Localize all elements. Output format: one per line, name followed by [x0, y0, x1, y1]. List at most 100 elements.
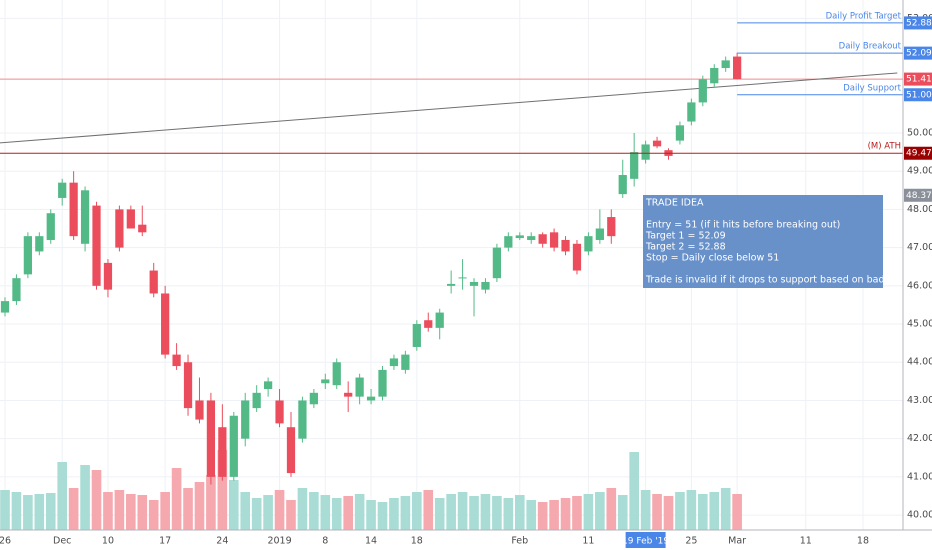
candle-body: [492, 247, 502, 279]
x-tick-label: 11: [800, 536, 812, 547]
volume-bar: [480, 494, 491, 530]
volume-bar: [366, 500, 376, 530]
candle-body: [275, 400, 284, 424]
volume-bar: [57, 462, 68, 530]
volume-bar: [434, 498, 445, 530]
volume-bar: [686, 490, 697, 530]
crosshair-label-bg: [625, 532, 666, 548]
y-tick-label: 45.00: [907, 319, 932, 330]
volume-bar: [423, 490, 434, 530]
candle-body: [252, 392, 261, 409]
candle-body: [309, 392, 318, 405]
volume-bar: [137, 495, 148, 530]
candle-body: [80, 190, 90, 244]
candle-body: [687, 102, 696, 122]
volume-bar: [274, 490, 285, 530]
volume-bar: [583, 494, 594, 530]
volume-bar: [80, 465, 90, 530]
candle-body: [69, 182, 78, 237]
volume-bar: [389, 498, 399, 530]
volume-bar: [629, 452, 639, 530]
volume-bar: [309, 492, 319, 530]
candle-body: [58, 182, 67, 198]
candle-body: [549, 232, 559, 248]
candle-body: [241, 400, 250, 439]
volume-bar: [640, 490, 651, 530]
candle-body: [424, 320, 433, 328]
candle-body: [298, 400, 307, 439]
volume-bar: [171, 468, 182, 530]
x-tick-label: 14: [365, 536, 377, 547]
candle-body: [218, 427, 227, 477]
candle-body: [46, 213, 55, 240]
note-line: Trade is invalid if it drops to support …: [645, 275, 915, 286]
volume-bar: [412, 492, 422, 530]
volume-bar: [148, 500, 159, 530]
candle-body: [0, 301, 10, 313]
candle-body: [641, 144, 650, 160]
x-tick-label: Dec: [53, 536, 71, 547]
y-tick-label: 46.00: [907, 280, 932, 291]
note-line: Entry = 51 (if it hits before breaking o…: [646, 220, 840, 231]
volume-bar: [457, 492, 468, 530]
volume-bar: [652, 494, 662, 530]
volume-bar: [663, 496, 674, 530]
candle-body: [206, 400, 216, 477]
candle-body: [332, 362, 341, 386]
candle-body: [733, 56, 742, 80]
note-line: Target 1 = 52.09: [645, 231, 726, 242]
candle-body: [504, 236, 513, 248]
volume-bar: [91, 470, 102, 530]
x-tick-label: 26: [0, 536, 11, 547]
x-tick-label: 17: [159, 536, 171, 547]
x-tick-label: Feb: [511, 536, 528, 547]
candle-body: [595, 228, 604, 240]
volume-bar: [560, 498, 571, 530]
candle-body: [515, 235, 524, 239]
y-tick-label: 43.00: [907, 395, 932, 406]
candle-body: [286, 427, 296, 474]
y-tick-label: 40.00: [907, 510, 932, 521]
level-label: Daily Support: [843, 83, 901, 93]
price-label: 48.37: [906, 191, 932, 201]
candle-body: [527, 236, 536, 240]
candle-body: [675, 125, 685, 141]
price-label-bg: [904, 88, 932, 102]
candle-body: [172, 354, 181, 367]
volume-bar: [503, 498, 514, 530]
candle-body: [561, 239, 570, 252]
candle-body: [721, 60, 730, 69]
volume-bar: [526, 500, 537, 530]
volume-bar: [23, 495, 33, 530]
candle-body: [401, 354, 410, 370]
price-label: 52.88: [906, 18, 932, 28]
price-label: 51.00: [906, 90, 932, 100]
volume-bar: [217, 450, 228, 530]
volume-bar: [251, 498, 262, 530]
candle-body: [195, 400, 204, 420]
candle-body: [584, 236, 593, 252]
x-tick-label: 18: [857, 536, 869, 547]
x-tick-label: Mar: [728, 536, 746, 547]
x-tick-label: 18: [411, 536, 423, 547]
volume-bar: [377, 502, 388, 530]
time-axis: [0, 530, 932, 550]
price-label-bg: [904, 146, 932, 160]
volume-bar: [286, 500, 296, 530]
volume-bar: [183, 488, 193, 530]
volume-bar: [297, 488, 308, 530]
x-tick-label: 24: [216, 536, 228, 547]
candle-body: [698, 79, 707, 103]
candle-body: [35, 236, 44, 252]
volume-bar: [720, 488, 731, 530]
candle-body: [572, 243, 582, 271]
x-tick-label: 2019: [267, 536, 291, 547]
candle-body: [126, 209, 135, 229]
candle-body: [469, 282, 479, 286]
volume-bar: [698, 494, 708, 530]
volume-bar: [45, 493, 56, 530]
volume-bar: [160, 492, 170, 530]
candle-body: [481, 282, 490, 290]
volume-bar: [354, 494, 365, 530]
price-label-bg: [904, 46, 932, 60]
